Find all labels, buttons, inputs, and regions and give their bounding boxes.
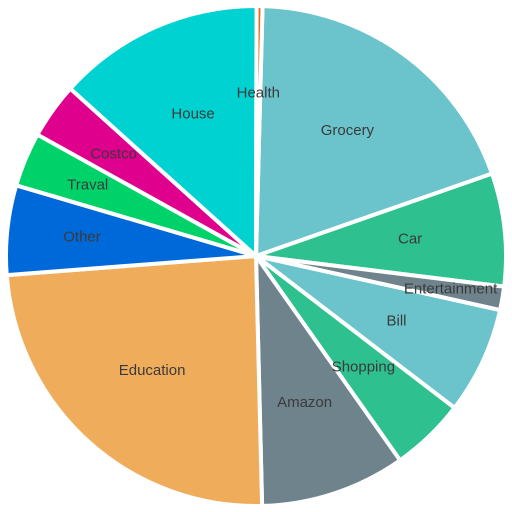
label-grocery: Grocery <box>321 122 375 139</box>
slice-amazon <box>254 254 403 508</box>
label-health: Health <box>237 84 280 101</box>
label-amazon: Amazon <box>277 394 332 411</box>
label-shopping: Shopping <box>332 359 395 376</box>
slice-education <box>4 254 265 508</box>
label-other: Other <box>63 229 101 246</box>
slices-group <box>4 3 508 508</box>
slice-house <box>68 3 259 258</box>
label-education: Education <box>119 362 186 379</box>
slice-bill <box>254 254 503 410</box>
slice-health <box>254 4 265 258</box>
label-car: Car <box>398 230 422 247</box>
label-traval: Traval <box>67 176 108 193</box>
label-entertainment: Entertainment <box>404 280 498 297</box>
label-bill: Bill <box>386 312 406 329</box>
labels-group: Grocery Car Entertainment Bill Shopping Amazo… <box>63 84 498 411</box>
label-house: House <box>171 105 214 122</box>
label-costco: Costco <box>90 145 137 162</box>
slice-car <box>254 171 508 289</box>
